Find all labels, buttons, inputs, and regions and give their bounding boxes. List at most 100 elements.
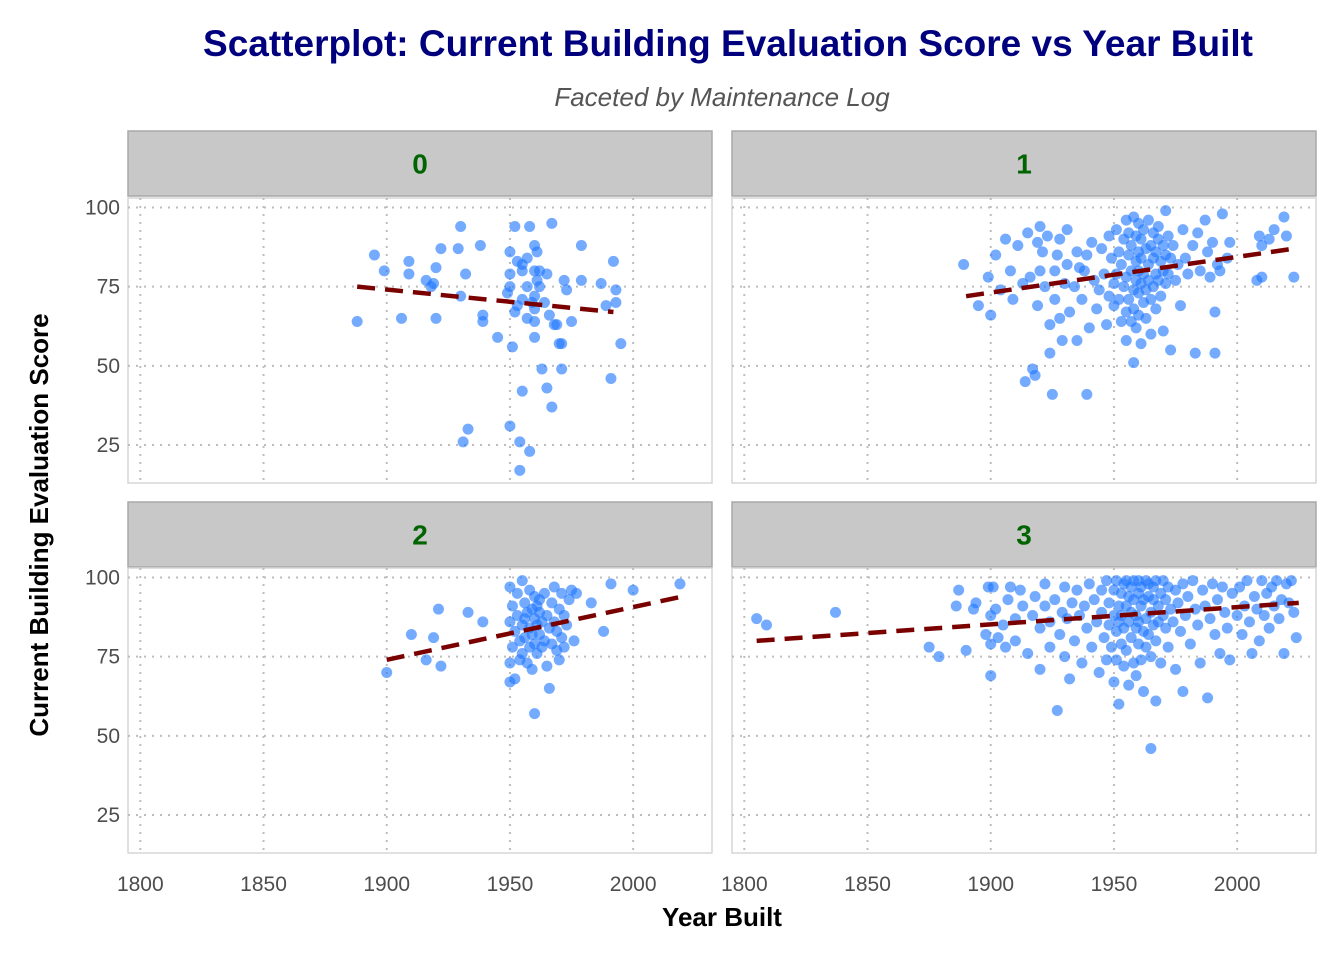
data-point	[1113, 698, 1125, 710]
data-point	[1157, 325, 1169, 337]
data-point	[1209, 347, 1221, 359]
data-point	[1069, 281, 1081, 293]
data-point	[1049, 594, 1061, 606]
data-point	[1207, 578, 1219, 590]
data-point	[1216, 208, 1228, 220]
data-point	[1123, 293, 1135, 305]
data-point	[1054, 629, 1066, 640]
data-point	[1039, 281, 1051, 293]
data-point	[511, 587, 523, 599]
x-tick-label: 1850	[240, 873, 287, 896]
facet-panel-2: 2 25 50 75 100 1800 1850 1900 1950 2000	[85, 501, 713, 896]
data-point	[1197, 584, 1209, 596]
data-point	[1064, 673, 1076, 685]
data-point	[1101, 654, 1113, 666]
data-point	[1059, 651, 1071, 663]
y-tick-label: 100	[85, 567, 120, 590]
data-point	[1150, 303, 1162, 315]
data-point	[1123, 679, 1135, 691]
data-point	[556, 338, 568, 350]
data-point	[1004, 581, 1016, 593]
facet-strip	[127, 130, 713, 197]
facet-strip	[127, 501, 713, 568]
data-point	[1059, 581, 1071, 593]
data-point	[1103, 619, 1115, 631]
data-point	[1150, 635, 1162, 647]
facet-panel-1: 1	[731, 130, 1317, 484]
data-point	[1224, 236, 1236, 248]
data-point	[1034, 221, 1046, 232]
data-point	[674, 578, 686, 590]
data-point	[1069, 635, 1081, 647]
data-point	[1120, 644, 1132, 656]
data-point	[992, 632, 1004, 644]
data-point	[990, 603, 1002, 615]
data-point	[1098, 632, 1110, 644]
data-point	[1054, 233, 1066, 245]
data-point	[1101, 575, 1113, 587]
data-point	[1271, 575, 1283, 587]
data-point	[1189, 347, 1201, 359]
data-point	[585, 597, 597, 609]
points-layer	[381, 575, 686, 720]
data-point	[1231, 610, 1243, 621]
data-point	[1118, 660, 1130, 672]
facet-grid: 0 25 50 75 100 1 2 25 50 75 100 1800 1850 1900 1950 200…	[85, 130, 1317, 896]
data-point	[516, 575, 528, 587]
data-point	[1044, 641, 1056, 653]
data-point	[1064, 306, 1076, 318]
data-point	[462, 423, 474, 435]
data-point	[1234, 581, 1246, 593]
data-point	[1032, 300, 1044, 312]
data-point	[1036, 246, 1048, 258]
data-point	[509, 673, 521, 685]
data-point	[751, 613, 763, 625]
data-point	[1110, 654, 1122, 666]
data-point	[432, 603, 444, 615]
data-point	[516, 648, 528, 659]
data-point	[1024, 271, 1036, 283]
data-point	[960, 644, 972, 656]
data-point	[1081, 388, 1093, 400]
data-point	[474, 240, 486, 251]
data-point	[1142, 214, 1154, 226]
y-tick-label: 100	[85, 197, 120, 220]
data-point	[598, 625, 610, 637]
data-point	[1120, 335, 1132, 346]
data-point	[1165, 252, 1177, 264]
data-point	[1209, 629, 1221, 640]
data-point	[1054, 312, 1066, 324]
data-point	[1256, 240, 1268, 251]
data-point	[568, 635, 580, 647]
data-point	[1273, 613, 1285, 625]
data-point	[504, 657, 516, 669]
data-point	[1142, 629, 1154, 640]
facet-strip	[731, 501, 1317, 568]
data-point	[541, 610, 553, 621]
data-point	[1083, 322, 1095, 334]
data-point	[1177, 686, 1189, 697]
data-point	[627, 584, 639, 596]
data-point	[541, 382, 553, 394]
data-point	[1177, 578, 1189, 590]
facet-panel-3: 3 1800 1850 1900 1950 2000	[721, 501, 1317, 896]
chart-subtitle: Faceted by Maintenance Log	[554, 82, 890, 112]
data-point	[1182, 268, 1194, 280]
data-point	[1138, 224, 1150, 236]
y-axis-title: Current Building Evaluation Score	[24, 313, 54, 736]
data-point	[1155, 290, 1167, 302]
x-tick-label: 1850	[844, 873, 891, 896]
data-point	[460, 268, 472, 280]
data-point	[529, 331, 541, 343]
data-point	[1022, 648, 1034, 659]
data-point	[1128, 357, 1140, 369]
data-point	[1211, 594, 1223, 606]
data-point	[1125, 632, 1137, 644]
data-point	[541, 268, 553, 280]
data-point	[519, 597, 531, 609]
data-point	[1093, 284, 1105, 296]
data-point	[1174, 300, 1186, 312]
data-point	[985, 638, 997, 650]
data-point	[575, 240, 587, 251]
data-point	[430, 262, 442, 274]
